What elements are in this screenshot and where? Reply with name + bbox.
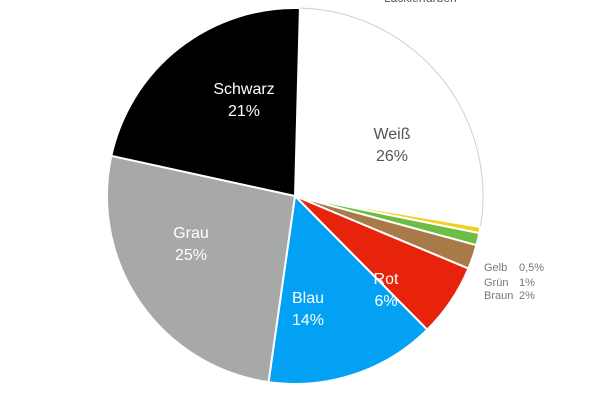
slice-value-weiss: 26%: [376, 148, 408, 165]
slice-value-blau: 14%: [292, 312, 324, 329]
slice-value-rot: 6%: [374, 293, 397, 310]
slice-label-blau: Blau: [292, 290, 324, 307]
slice-value-grau: 25%: [175, 247, 207, 264]
top-clipped-text: Lackierfarben: [384, 0, 457, 5]
slice-value-schwarz: 21%: [228, 103, 260, 120]
slice-label-rot: Rot: [374, 271, 399, 288]
pie-slice-weiss: [294, 7, 484, 228]
slice-label-grau: Grau: [173, 225, 209, 242]
slice-label-gruen: Grün: [484, 277, 508, 289]
pie-slice-schwarz: [110, 7, 301, 197]
slice-label-schwarz: Schwarz: [213, 81, 274, 98]
slice-value-gelb: 0,5%: [519, 262, 544, 274]
slice-label-weiss: Weiß: [373, 126, 410, 143]
pie-slice-grau: [106, 154, 296, 384]
slice-label-gelb: Gelb: [484, 262, 507, 274]
slice-value-braun: 2%: [519, 290, 535, 302]
slice-label-braun: Braun: [484, 290, 513, 302]
slice-value-gruen: 1%: [519, 277, 535, 289]
pie-slice-blau: [267, 195, 429, 385]
